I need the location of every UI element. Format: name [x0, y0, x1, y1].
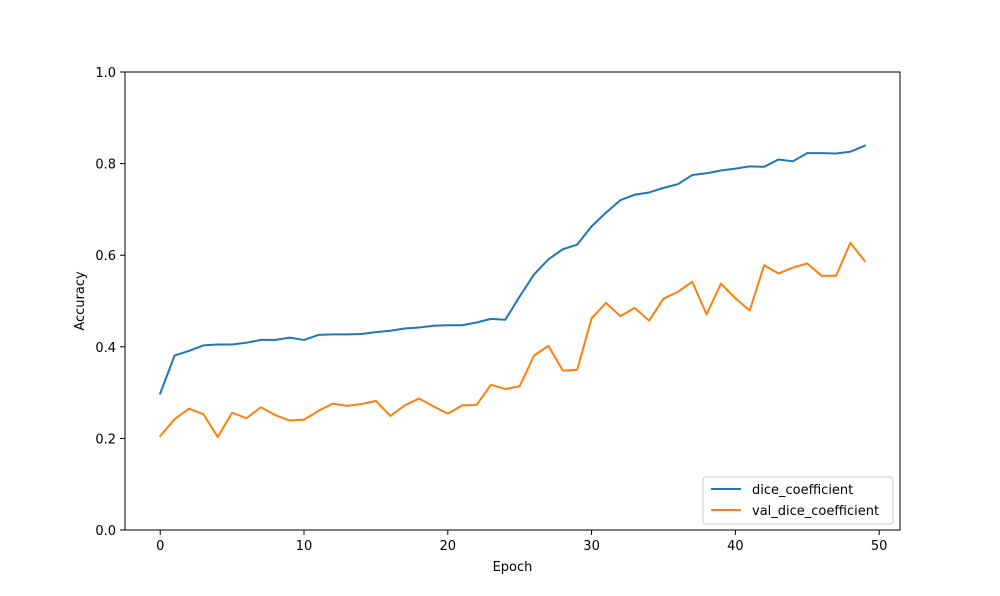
y-tick-label: 1.0 [95, 66, 116, 81]
x-tick-label: 40 [727, 539, 744, 554]
x-tick-label: 20 [440, 539, 457, 554]
x-tick-label: 0 [156, 539, 164, 554]
legend-label-val-dice-coefficient: val_dice_coefficient [752, 504, 879, 519]
x-tick-label: 10 [296, 539, 313, 554]
x-axis-ticks: 0 10 20 30 40 50 [156, 530, 887, 554]
x-tick-label: 30 [583, 539, 600, 554]
legend-frame [702, 476, 894, 525]
plot-frame [124, 71, 901, 531]
y-tick-label: 0.8 [95, 158, 116, 173]
plot-lines [158, 144, 867, 439]
x-axis-title: Epoch [493, 560, 533, 575]
y-axis-title: Accuracy [73, 271, 88, 331]
legend: dice_coefficient val_dice_coefficient [702, 476, 894, 525]
series-line-dice-coefficient [158, 144, 867, 395]
series-line-val-dice-coefficient [158, 241, 867, 439]
y-axis-ticks: 0.0 0.2 0.4 0.6 0.8 1.0 [95, 66, 125, 539]
legend-label-dice-coefficient: dice_coefficient [752, 483, 853, 498]
x-tick-label: 50 [871, 539, 888, 554]
y-tick-label: 0.2 [95, 432, 116, 447]
y-tick-label: 0.4 [95, 341, 116, 356]
y-tick-label: 0.6 [95, 249, 116, 264]
y-tick-label: 0.0 [95, 524, 116, 539]
